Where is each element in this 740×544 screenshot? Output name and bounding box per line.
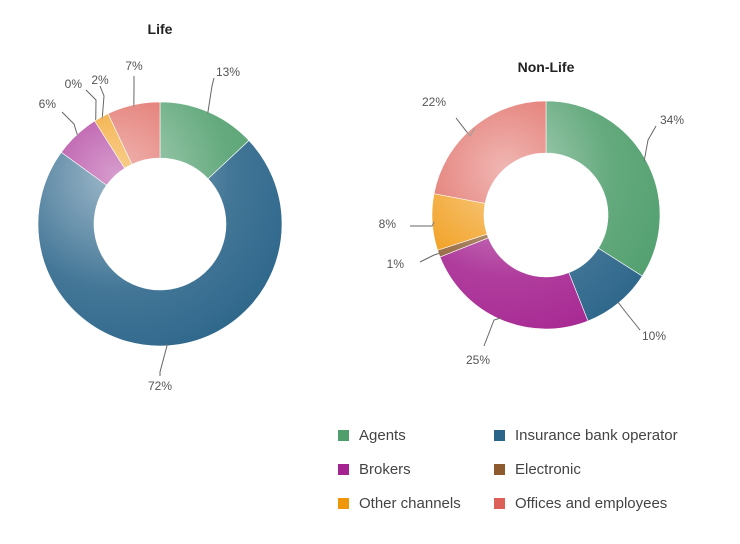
legend: Agents Insurance bank operator Brokers E… xyxy=(338,424,738,534)
non-life-chart-title: Non-Life xyxy=(518,59,575,75)
non-life-label-agents: 34% xyxy=(660,113,684,127)
legend-item-brokers: Brokers xyxy=(338,458,411,480)
life-slice-insurance-bank-operator xyxy=(37,140,283,347)
life-label-electronic: 0% xyxy=(65,77,83,91)
non-life-slice-brokers xyxy=(439,237,589,330)
life-leader-insurance-bank-operator xyxy=(159,343,169,376)
legend-swatch-agents xyxy=(338,429,349,441)
legend-label-brokers: Brokers xyxy=(359,460,411,478)
legend-item-other-channels: Other channels xyxy=(338,492,461,514)
legend-swatch-brokers xyxy=(338,463,349,475)
life-label-insurance-bank-operator: 72% xyxy=(148,379,172,393)
legend-swatch-electronic xyxy=(494,463,505,475)
legend-item-agents: Agents xyxy=(338,424,406,446)
legend-swatch-other-channels xyxy=(338,497,349,509)
non-life-label-offices-and-employees: 22% xyxy=(422,95,446,109)
life-leader-agents xyxy=(207,77,215,114)
life-label-offices-and-employees: 7% xyxy=(125,59,143,73)
legend-swatch-insurance-bank-operator xyxy=(494,429,505,441)
life-leader-electronic xyxy=(85,89,97,123)
non-life-leader-other-channels xyxy=(410,221,435,227)
non-life-leader-insurance-bank-operator xyxy=(616,300,641,331)
legend-item-electronic: Electronic xyxy=(494,458,581,480)
life-donut-chart: Life 13% 72% 6% 0% 2% 7% xyxy=(37,21,283,393)
life-label-brokers: 6% xyxy=(39,97,57,111)
legend-label-agents: Agents xyxy=(359,426,406,444)
legend-item-offices-and-employees: Offices and employees xyxy=(494,492,667,514)
non-life-label-insurance-bank-operator: 10% xyxy=(642,329,666,343)
non-life-label-electronic: 1% xyxy=(387,257,405,271)
life-label-agents: 13% xyxy=(216,65,240,79)
non-life-leader-offices-and-employees xyxy=(455,117,476,137)
legend-label-other-channels: Other channels xyxy=(359,494,461,512)
non-life-leader-electronic xyxy=(419,252,441,263)
legend-swatch-offices-and-employees xyxy=(494,497,505,509)
legend-label-electronic: Electronic xyxy=(515,460,581,478)
legend-item-insurance-bank-operator: Insurance bank operator xyxy=(494,424,678,446)
life-chart-title: Life xyxy=(148,21,173,37)
non-life-leader-brokers xyxy=(483,317,502,347)
non-life-label-brokers: 25% xyxy=(466,353,490,367)
non-life-slice-agents xyxy=(545,100,661,277)
non-life-leader-agents xyxy=(643,125,657,162)
legend-label-insurance-bank-operator: Insurance bank operator xyxy=(515,426,678,444)
non-life-slice-offices-and-employees xyxy=(433,100,547,204)
legend-label-offices-and-employees: Offices and employees xyxy=(515,494,668,512)
life-label-other-channels: 2% xyxy=(91,73,109,87)
life-leader-other-channels xyxy=(99,85,105,119)
life-leader-brokers xyxy=(61,111,79,137)
non-life-donut-chart: Non-Life 34% 10% 25% 1% 8% 22% xyxy=(379,59,685,367)
non-life-label-other-channels: 8% xyxy=(379,217,397,231)
